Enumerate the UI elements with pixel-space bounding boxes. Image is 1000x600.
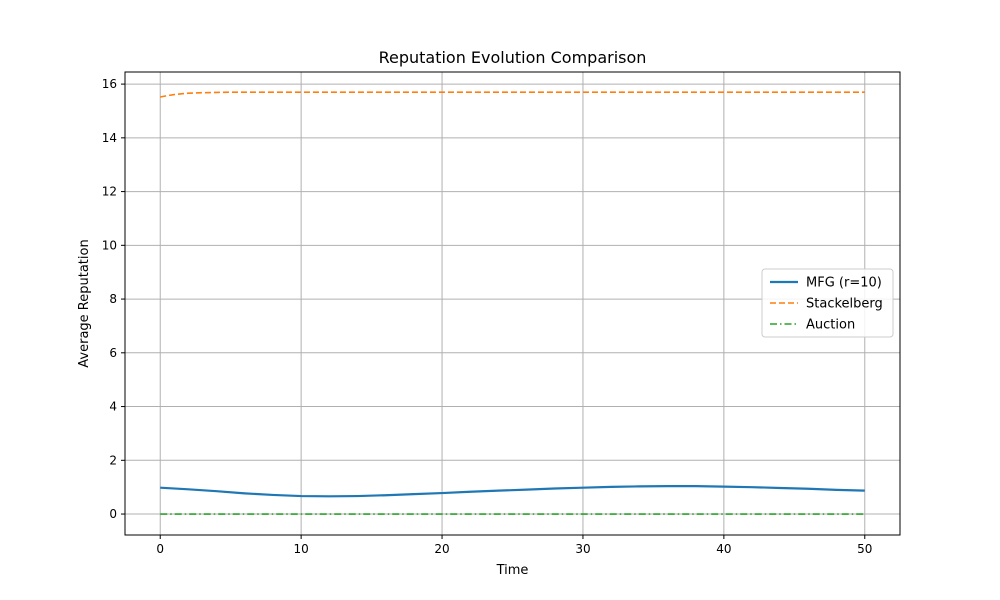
legend-box: [761, 268, 894, 338]
legend-label-0: MFG (r=10): [806, 276, 882, 291]
y-tick-label: 16: [102, 77, 117, 91]
x-tick-label: 10: [293, 542, 308, 556]
y-tick-label: 10: [102, 238, 117, 252]
x-tick-label: 20: [434, 542, 449, 556]
x-tick-label: 50: [857, 542, 872, 556]
legend: MFG (r=10) Stackelberg Auction: [761, 268, 894, 338]
x-tick-label: 0: [156, 542, 164, 556]
y-tick-label: 8: [109, 292, 117, 306]
x-tick-label: 30: [575, 542, 590, 556]
y-tick-label: 14: [102, 131, 117, 145]
x-axis-label: Time: [496, 563, 529, 578]
x-axis-ticks: 0 10 20 30 40 50: [156, 535, 872, 556]
x-tick-label: 40: [716, 542, 731, 556]
y-tick-label: 6: [109, 346, 117, 360]
series-lines: [160, 91, 865, 515]
y-axis-ticks: 0 2 4 6 8 10 12 14 16: [102, 77, 125, 521]
y-tick-label: 2: [109, 453, 117, 467]
legend-label-1: Stackelberg: [806, 297, 883, 312]
y-tick-label: 4: [109, 400, 117, 414]
chart-title: Reputation Evolution Comparison: [379, 48, 647, 67]
legend-label-2: Auction: [806, 318, 855, 333]
plot-frame: [124, 71, 901, 536]
series-line-0: [160, 484, 865, 498]
y-tick-label: 0: [109, 507, 117, 521]
y-tick-label: 12: [102, 185, 117, 199]
y-axis-label: Average Reputation: [77, 239, 92, 367]
